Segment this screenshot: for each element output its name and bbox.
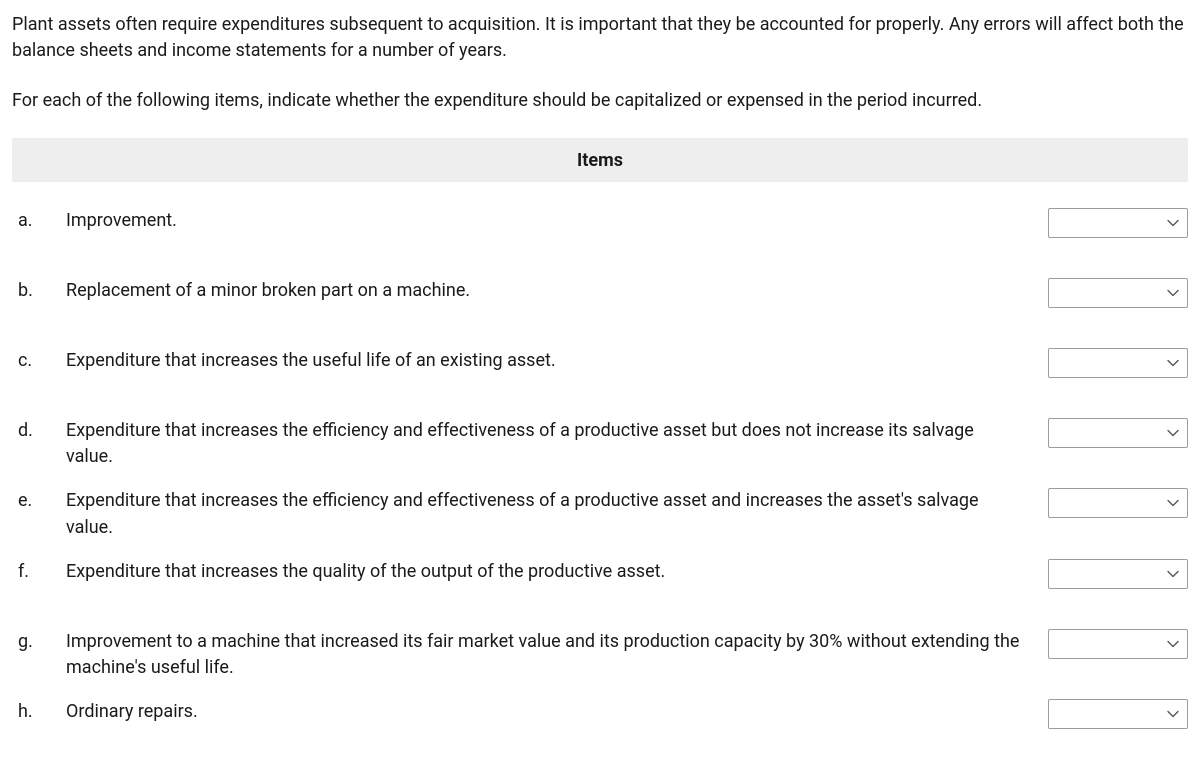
item-text: Ordinary repairs. xyxy=(66,699,1048,725)
item-letter: d. xyxy=(18,418,66,443)
chevron-down-icon xyxy=(1167,568,1179,580)
answer-select[interactable] xyxy=(1048,559,1188,589)
item-letter: g. xyxy=(18,629,66,654)
item-select-wrap xyxy=(1048,418,1188,448)
chevron-down-icon xyxy=(1167,217,1179,229)
answer-select[interactable] xyxy=(1048,418,1188,448)
item-row: c. Expenditure that increases the useful… xyxy=(12,334,1188,404)
item-row: f. Expenditure that increases the qualit… xyxy=(12,545,1188,615)
intro-block: Plant assets often require expenditures … xyxy=(12,12,1188,114)
item-text: Replacement of a minor broken part on a … xyxy=(66,278,1048,304)
item-row: g. Improvement to a machine that increas… xyxy=(12,615,1188,685)
chevron-down-icon xyxy=(1167,708,1179,720)
item-letter: c. xyxy=(18,348,66,373)
item-select-wrap xyxy=(1048,348,1188,378)
item-row: b. Replacement of a minor broken part on… xyxy=(12,264,1188,334)
item-text: Expenditure that increases the quality o… xyxy=(66,559,1048,585)
chevron-down-icon xyxy=(1167,287,1179,299)
item-text: Improvement to a machine that increased … xyxy=(66,629,1048,681)
items-header-label: Items xyxy=(577,150,623,171)
item-letter: e. xyxy=(18,488,66,513)
item-row: d. Expenditure that increases the effici… xyxy=(12,404,1188,474)
item-text: Expenditure that increases the efficienc… xyxy=(66,418,1048,470)
item-letter: b. xyxy=(18,278,66,303)
items-header: Items xyxy=(12,138,1188,182)
item-select-wrap xyxy=(1048,208,1188,238)
answer-select[interactable] xyxy=(1048,488,1188,518)
item-text: Expenditure that increases the useful li… xyxy=(66,348,1048,374)
answer-select[interactable] xyxy=(1048,699,1188,729)
intro-paragraph-1: Plant assets often require expenditures … xyxy=(12,12,1188,64)
item-row: h. Ordinary repairs. xyxy=(12,685,1188,743)
item-select-wrap xyxy=(1048,278,1188,308)
answer-select[interactable] xyxy=(1048,348,1188,378)
item-letter: h. xyxy=(18,699,66,724)
item-text: Improvement. xyxy=(66,208,1048,234)
item-select-wrap xyxy=(1048,559,1188,589)
answer-select[interactable] xyxy=(1048,208,1188,238)
answer-select[interactable] xyxy=(1048,278,1188,308)
item-row: e. Expenditure that increases the effici… xyxy=(12,474,1188,544)
chevron-down-icon xyxy=(1167,427,1179,439)
item-letter: a. xyxy=(18,208,66,233)
item-text: Expenditure that increases the efficienc… xyxy=(66,488,1048,540)
item-select-wrap xyxy=(1048,699,1188,729)
answer-select[interactable] xyxy=(1048,629,1188,659)
item-select-wrap xyxy=(1048,488,1188,518)
chevron-down-icon xyxy=(1167,357,1179,369)
item-row: a. Improvement. xyxy=(12,194,1188,264)
item-select-wrap xyxy=(1048,629,1188,659)
item-letter: f. xyxy=(18,559,66,584)
intro-paragraph-2: For each of the following items, indicat… xyxy=(12,88,1188,114)
chevron-down-icon xyxy=(1167,638,1179,650)
question-container: Plant assets often require expenditures … xyxy=(0,0,1200,743)
chevron-down-icon xyxy=(1167,497,1179,509)
